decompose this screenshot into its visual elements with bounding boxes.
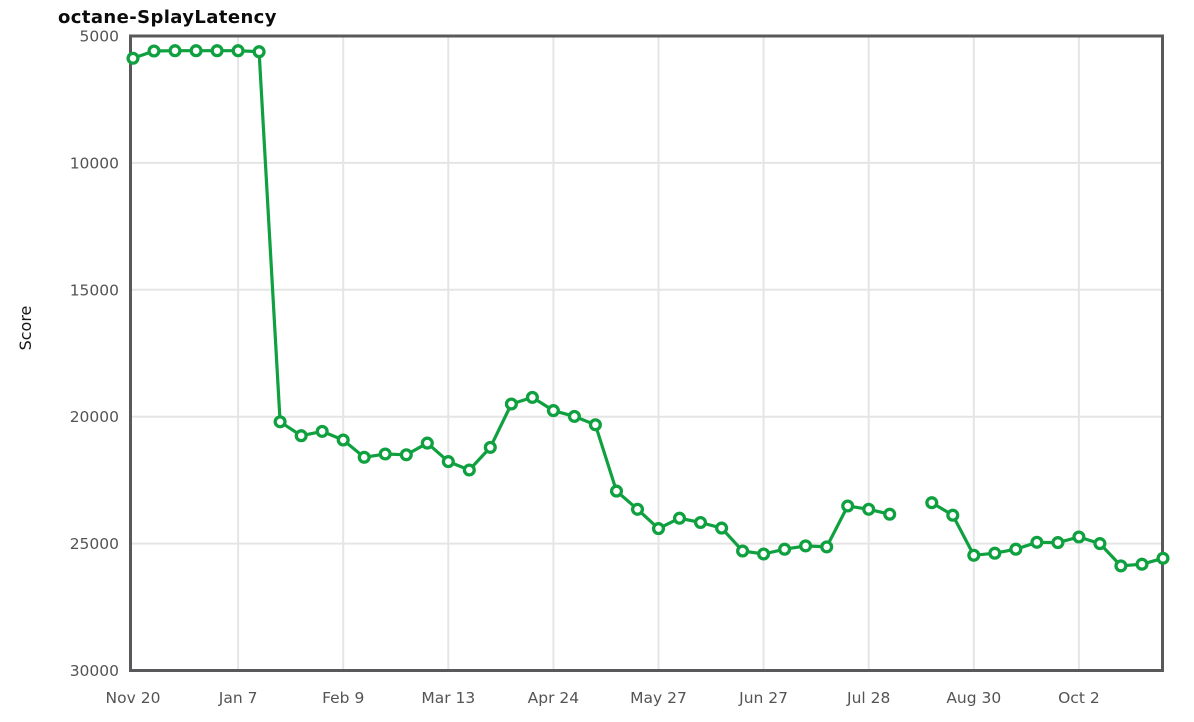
data-point-marker[interactable] [820, 540, 834, 554]
data-point-marker[interactable] [294, 429, 308, 443]
y-tick-label: 20000 [70, 408, 119, 426]
data-point-marker[interactable] [525, 390, 539, 404]
data-point-marker[interactable] [672, 511, 687, 525]
data-point-marker[interactable] [946, 508, 960, 522]
data-point-marker[interactable] [651, 522, 666, 536]
data-point-marker[interactable] [1135, 557, 1149, 571]
x-tick-label: Jun 27 [738, 689, 788, 707]
chart-title: octane-SplayLatency [58, 7, 277, 28]
data-point-marker[interactable] [168, 44, 182, 58]
data-point-marker[interactable] [588, 418, 602, 432]
y-tick-label: 30000 [70, 662, 119, 680]
data-point-marker[interactable] [336, 433, 350, 447]
data-point-marker[interactable] [1114, 559, 1128, 573]
data-point-marker[interactable] [546, 404, 560, 418]
data-point-marker[interactable] [399, 448, 413, 462]
data-point-marker[interactable] [862, 502, 876, 516]
plot-border [129, 34, 1164, 672]
x-tick-label: Oct 2 [1058, 689, 1100, 707]
data-point-marker[interactable] [1072, 530, 1086, 544]
y-tick-label: 5000 [80, 28, 119, 46]
data-point-marker[interactable] [1156, 551, 1170, 565]
data-point-marker[interactable] [841, 499, 855, 513]
data-point-marker[interactable] [252, 45, 266, 59]
data-point-marker[interactable] [799, 539, 813, 553]
x-tick-label: Jan 7 [218, 689, 258, 707]
line-series-layer [131, 49, 1165, 568]
axis-labels-layer: Nov 20 Jan 7 Feb 9 Mar 13 Apr 24 May 27 Jun 27… [70, 28, 1100, 708]
x-tick-label: Apr 24 [528, 689, 579, 707]
data-point-marker[interactable] [567, 409, 581, 423]
data-point-marker[interactable] [462, 463, 476, 477]
data-point-marker[interactable] [126, 51, 140, 65]
data-points-layer [126, 44, 1170, 573]
data-point-marker[interactable] [483, 440, 497, 454]
data-point-marker[interactable] [693, 515, 708, 530]
series-line [930, 501, 1165, 568]
data-point-marker[interactable] [231, 44, 245, 58]
data-point-marker[interactable] [273, 415, 287, 429]
x-tick-label: May 27 [630, 689, 687, 707]
data-point-marker[interactable] [1030, 535, 1044, 549]
x-tick-label: Feb 9 [322, 689, 364, 707]
data-point-marker[interactable] [210, 44, 224, 58]
gridlines-layer [130, 36, 1163, 671]
data-point-marker[interactable] [736, 544, 750, 558]
data-point-marker[interactable] [883, 507, 897, 521]
data-point-marker[interactable] [967, 548, 981, 562]
data-point-marker[interactable] [1093, 537, 1107, 551]
data-point-marker[interactable] [504, 397, 518, 411]
data-point-marker[interactable] [925, 496, 939, 510]
data-point-marker[interactable] [988, 546, 1002, 560]
x-tick-label: Aug 30 [946, 689, 1001, 707]
data-point-marker[interactable] [1009, 542, 1023, 556]
y-tick-label: 25000 [70, 535, 119, 553]
data-point-marker[interactable] [378, 447, 392, 461]
series-line [131, 49, 892, 556]
y-axis-title: Score [16, 306, 35, 351]
x-tick-label: Jul 28 [846, 689, 890, 707]
data-point-marker[interactable] [357, 450, 371, 464]
data-point-marker[interactable] [1051, 536, 1065, 550]
data-point-marker[interactable] [189, 44, 203, 58]
x-tick-label: Nov 20 [106, 689, 161, 707]
data-point-marker[interactable] [315, 424, 329, 438]
x-tick-label: Mar 13 [421, 689, 475, 707]
y-tick-label: 10000 [70, 154, 119, 172]
y-tick-label: 15000 [70, 281, 119, 299]
data-point-marker[interactable] [609, 484, 624, 498]
data-point-marker[interactable] [778, 542, 792, 556]
data-point-marker[interactable] [757, 547, 771, 561]
data-point-marker[interactable] [441, 455, 455, 469]
data-point-marker[interactable] [420, 436, 434, 450]
data-point-marker[interactable] [147, 44, 161, 58]
data-point-marker[interactable] [630, 502, 645, 516]
data-point-marker[interactable] [715, 521, 729, 535]
